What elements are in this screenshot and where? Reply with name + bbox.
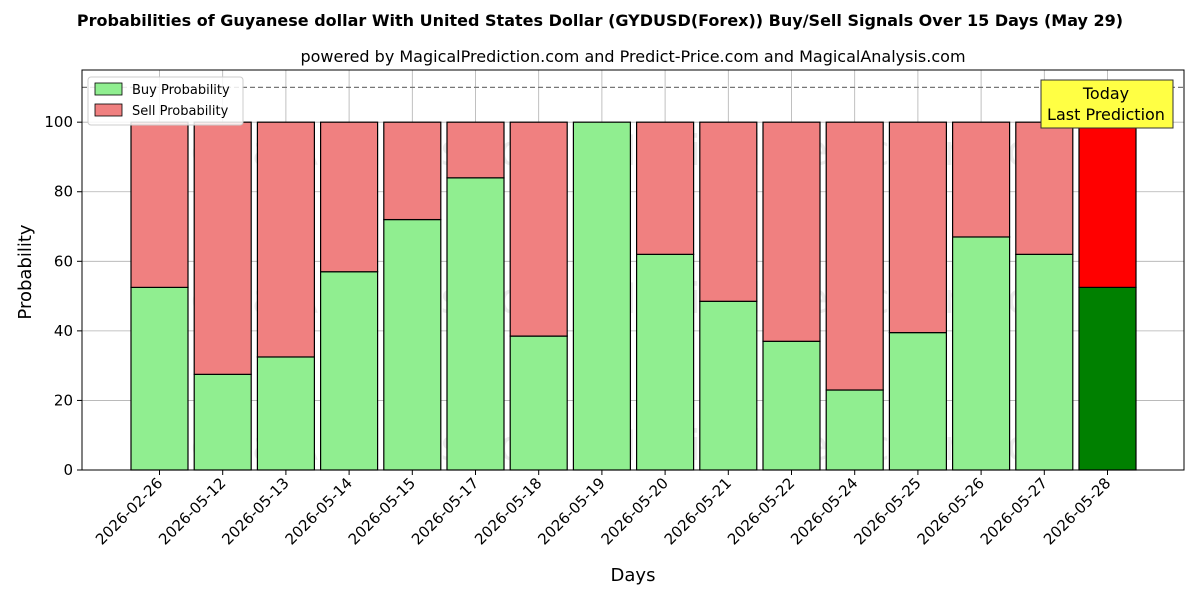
x-tick-label: 2026-05-18 <box>471 474 545 548</box>
x-tick-label: 2026-05-15 <box>345 474 419 548</box>
bar-sell <box>130 121 189 288</box>
y-tick-label: 0 <box>63 461 73 479</box>
bar-sell <box>635 121 695 255</box>
y-axis-ticks: 0 20 40 60 80 100 <box>44 113 82 479</box>
today-annotation: Today Last Prediction <box>1040 79 1174 129</box>
legend-label-sell: Sell Probability <box>132 104 229 119</box>
today-label: Today <box>1082 84 1129 103</box>
bar-buy <box>130 286 189 471</box>
bar-sell <box>383 121 442 221</box>
legend-swatch-sell <box>94 103 123 117</box>
bar-sell <box>1078 121 1137 288</box>
bar-buy <box>1078 286 1137 471</box>
y-tick-label: 20 <box>54 391 73 409</box>
bar-buy <box>383 218 442 471</box>
bar-sell <box>1015 121 1074 255</box>
bar-sell <box>256 121 315 358</box>
legend-swatch-buy <box>94 82 123 96</box>
bar-buy <box>699 300 758 471</box>
x-tick-label: 2026-05-12 <box>155 474 229 548</box>
chart-title: Probabilities of Guyanese dollar With Un… <box>77 11 1123 30</box>
bar-buy <box>825 389 884 471</box>
bar-buy <box>888 332 948 471</box>
bar-buy <box>762 340 821 471</box>
bar-sell <box>193 121 252 375</box>
x-tick-label: 2026-05-22 <box>724 474 798 548</box>
y-tick-label: 60 <box>54 252 73 270</box>
legend-label-buy: Buy Probability <box>132 83 230 98</box>
bar-sell <box>320 121 379 273</box>
chart-subtitle: powered by MagicalPrediction.com and Pre… <box>300 47 965 66</box>
bar-buy <box>193 373 252 471</box>
plot-frame <box>81 69 1185 471</box>
bar-buy <box>256 356 315 471</box>
legend: Buy Probability Sell Probability <box>87 76 244 126</box>
bar-sell <box>888 121 948 334</box>
bar-buy <box>951 236 1011 471</box>
y-tick-label: 40 <box>54 322 73 340</box>
bar-buy <box>446 177 505 471</box>
bar-buy <box>635 253 695 471</box>
bar-sell <box>446 121 505 179</box>
x-tick-label: 2026-02-26 <box>92 474 166 548</box>
x-tick-label: 2026-05-24 <box>787 474 861 548</box>
x-axis-label: Days <box>611 565 656 586</box>
bar-sell <box>951 121 1011 238</box>
x-tick-label: 2026-05-26 <box>914 474 988 548</box>
bar-sell <box>509 121 568 337</box>
x-tick-label: 2026-05-20 <box>598 474 672 548</box>
x-axis-ticks: 2026-02-262026-05-122026-05-132026-05-14… <box>92 470 1114 548</box>
bar-sell <box>762 121 821 342</box>
bar-buy <box>320 271 379 471</box>
x-tick-label: 2026-05-27 <box>977 474 1051 548</box>
x-tick-label: 2026-05-19 <box>534 474 608 548</box>
x-tick-label: 2026-05-28 <box>1040 474 1114 548</box>
x-tick-label: 2026-05-21 <box>661 474 735 548</box>
bar-buy <box>572 121 632 471</box>
bar-buy <box>509 335 568 471</box>
x-tick-label: 2026-05-17 <box>408 474 482 548</box>
y-tick-label: 100 <box>44 113 73 131</box>
bar-sell <box>699 121 758 302</box>
y-axis-label: Probability <box>15 224 36 319</box>
legend-box <box>87 76 244 126</box>
y-tick-label: 80 <box>54 183 73 201</box>
last-prediction-label: Last Prediction <box>1047 105 1165 124</box>
x-tick-label: 2026-05-25 <box>850 474 924 548</box>
bar-buy <box>1015 253 1074 471</box>
x-tick-label: 2026-05-13 <box>218 474 292 548</box>
bars-layer <box>130 121 1137 471</box>
bar-sell <box>825 121 884 391</box>
x-tick-label: 2026-05-14 <box>282 474 356 548</box>
today-box <box>1040 79 1174 129</box>
